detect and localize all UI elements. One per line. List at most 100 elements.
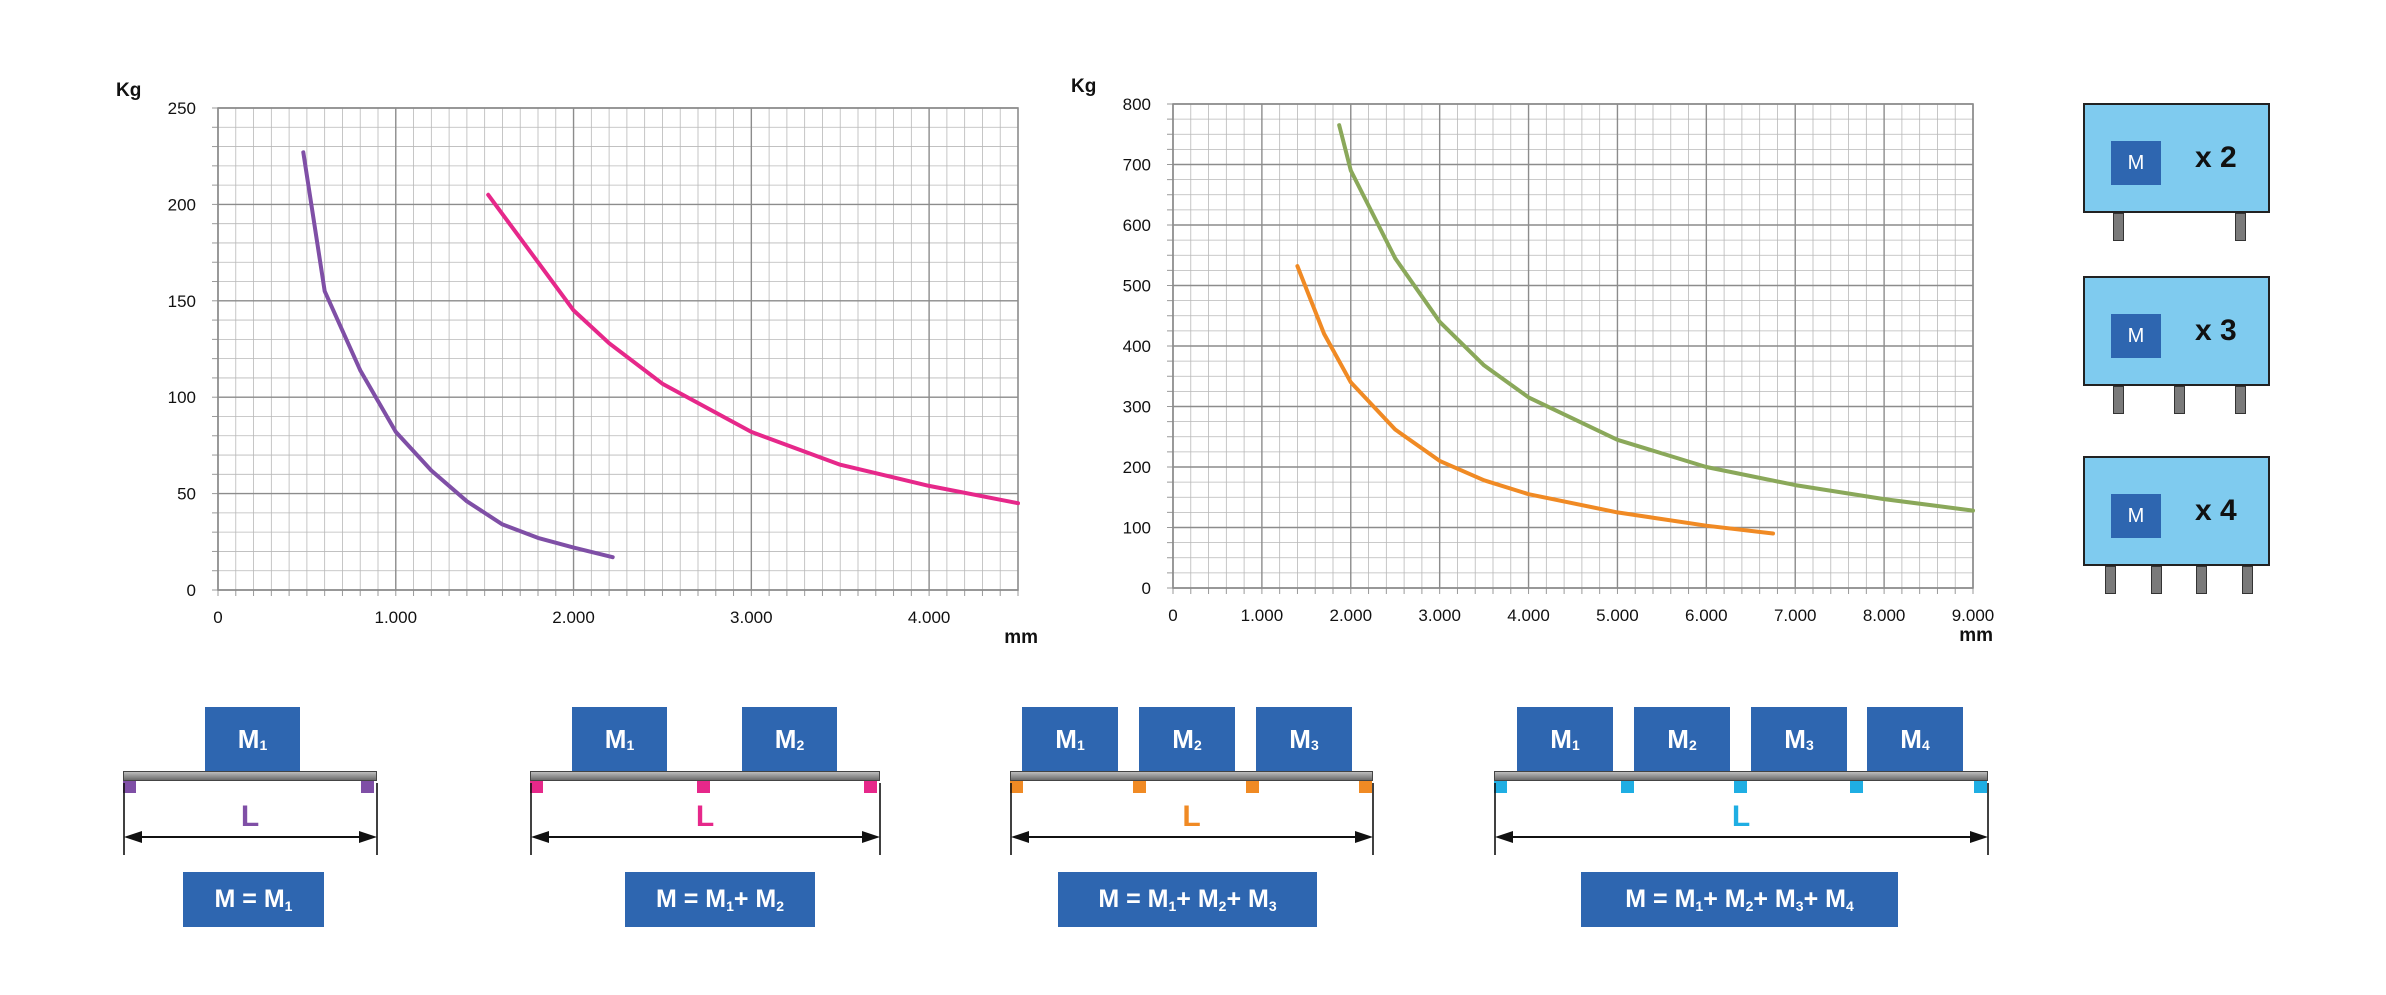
x-tick-label: 0: [213, 608, 222, 627]
support: [1850, 781, 1863, 793]
x-tick-label: 1.000: [1241, 606, 1284, 625]
support: [1621, 781, 1634, 793]
span-label: L: [1182, 800, 1201, 833]
x-tick-label: 4.000: [1507, 606, 1550, 625]
y-tick-label: 200: [168, 195, 196, 214]
series-line-1: [1295, 264, 1775, 536]
x-tick-label: 5.000: [1596, 606, 1639, 625]
beam: [1010, 771, 1373, 781]
y-axis-label: Kg: [1071, 76, 1096, 97]
span-dimension: [530, 783, 881, 855]
span-dimension: [1010, 783, 1374, 855]
support: [1133, 781, 1146, 793]
support: [864, 781, 877, 793]
arrowhead-right: [359, 831, 377, 843]
arrowhead-right: [1970, 831, 1988, 843]
multiplier-label: x 4: [2195, 494, 2237, 527]
x-tick-label: 6.000: [1685, 606, 1728, 625]
right-chart: 0 1.000 2.000 3.000 4.000 5.000 6.000 7.000 8.00…: [1071, 76, 1994, 646]
mass-symbol: M: [2111, 494, 2161, 538]
series-line-2: [1337, 123, 1975, 513]
plot-frame: [217, 107, 1019, 591]
span-label: L: [695, 800, 715, 833]
arrowhead-left: [531, 831, 549, 843]
arrowhead-left: [124, 831, 142, 843]
support-leg: [2113, 213, 2124, 241]
support-leg: [2151, 566, 2162, 594]
x-tick-label: 8.000: [1863, 606, 1906, 625]
multiplier-label: x 3: [2195, 314, 2237, 347]
y-tick-label: 200: [1123, 458, 1151, 477]
support-leg: [2235, 213, 2246, 241]
span-dimension: [1494, 783, 1989, 855]
beam: [530, 771, 880, 781]
support-leg: [2105, 566, 2116, 594]
support: [123, 781, 136, 793]
support: [1359, 781, 1372, 793]
arrowhead-right: [862, 831, 880, 843]
plot-frame: [1172, 103, 1974, 589]
x-tick-label: 4.000: [908, 608, 951, 627]
support-leg: [2174, 386, 2185, 414]
arrowhead-left: [1011, 831, 1029, 843]
y-axis-label: Kg: [116, 80, 141, 101]
y-tick-label: 100: [168, 388, 196, 407]
support: [1974, 781, 1987, 793]
support-leg: [2242, 566, 2253, 594]
y-tick-label: 400: [1123, 337, 1151, 356]
arrowhead-left: [1495, 831, 1513, 843]
y-tick-label: 800: [1123, 95, 1151, 114]
y-tick-label: 700: [1123, 156, 1151, 175]
y-tick-label: 0: [187, 581, 196, 600]
mass-symbol: M: [2111, 141, 2161, 185]
y-tick-label: 300: [1123, 398, 1151, 417]
support: [1734, 781, 1747, 793]
x-tick-label: 7.000: [1774, 606, 1817, 625]
support: [361, 781, 374, 793]
x-tick-label: 1.000: [375, 608, 418, 627]
y-tick-label: 600: [1123, 216, 1151, 235]
x-tick-label: 3.000: [1418, 606, 1461, 625]
series-line-1: [301, 150, 615, 560]
x-tick-label: 2.000: [1330, 606, 1373, 625]
support: [1246, 781, 1259, 793]
x-tick-label: 3.000: [730, 608, 773, 627]
mass-symbol: M: [2111, 314, 2161, 358]
beam: [1494, 771, 1988, 781]
y-tick-label: 150: [168, 292, 196, 311]
y-tick-label: 500: [1123, 277, 1151, 296]
x-tick-label: 9.000: [1952, 606, 1995, 625]
x-tick-label: 2.000: [552, 608, 595, 627]
y-tick-label: 100: [1123, 519, 1151, 538]
support-leg: [2113, 386, 2124, 414]
beam: [123, 771, 377, 781]
support: [530, 781, 543, 793]
multiplier-label: x 2: [2195, 141, 2237, 174]
support-leg: [2196, 566, 2207, 594]
span-label: L: [240, 800, 260, 833]
y-tick-label: 50: [177, 485, 196, 504]
y-tick-label: 0: [1142, 579, 1151, 598]
support-leg: [2235, 386, 2246, 414]
left-chart: 0 1.000 2.000 3.000 4.000 0 50 100 150 200 250 Kg mm: [116, 80, 1038, 648]
x-axis-label: mm: [1004, 627, 1038, 648]
support: [1010, 781, 1023, 793]
x-tick-label: 0: [1168, 606, 1177, 625]
